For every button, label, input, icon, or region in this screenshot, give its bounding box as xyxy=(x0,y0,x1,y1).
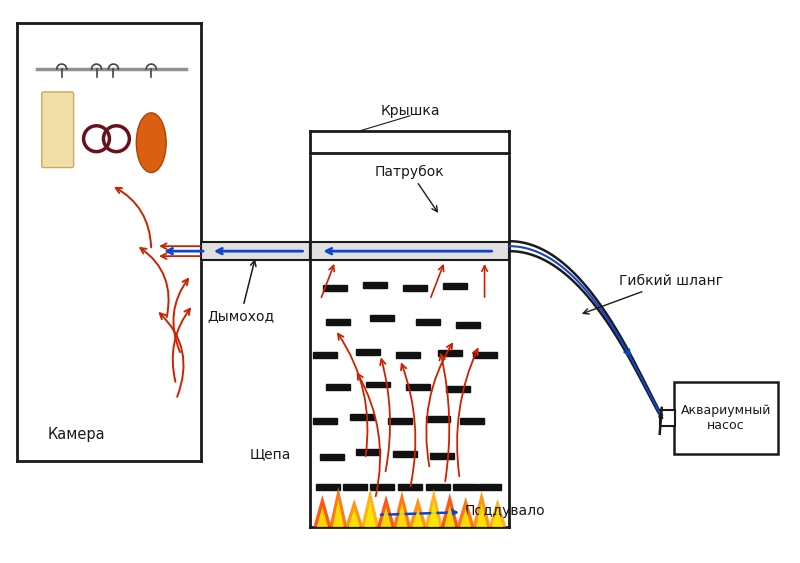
Bar xyxy=(398,484,422,490)
Bar xyxy=(446,386,470,392)
Polygon shape xyxy=(476,503,487,527)
Bar xyxy=(356,348,380,355)
Polygon shape xyxy=(333,499,344,527)
Bar xyxy=(438,350,462,356)
Bar xyxy=(370,484,394,490)
Bar xyxy=(350,414,374,421)
Polygon shape xyxy=(330,487,347,527)
Bar xyxy=(326,385,350,391)
Text: Щепа: Щепа xyxy=(250,447,291,461)
Bar xyxy=(456,322,480,328)
Bar xyxy=(320,454,344,460)
Bar xyxy=(674,382,778,454)
Polygon shape xyxy=(397,503,407,527)
Bar xyxy=(478,484,502,490)
Bar xyxy=(343,484,367,490)
Bar xyxy=(317,484,340,490)
Polygon shape xyxy=(428,501,439,527)
Polygon shape xyxy=(381,507,391,527)
Polygon shape xyxy=(346,499,363,527)
Bar xyxy=(201,242,310,260)
Polygon shape xyxy=(489,499,506,527)
Polygon shape xyxy=(441,493,458,527)
FancyBboxPatch shape xyxy=(42,92,74,168)
Text: Аквариумный
насос: Аквариумный насос xyxy=(681,404,771,432)
Polygon shape xyxy=(425,489,442,527)
Bar xyxy=(430,453,454,459)
Text: Гибкий шланг: Гибкий шланг xyxy=(583,274,723,314)
Polygon shape xyxy=(361,489,379,527)
Bar xyxy=(403,285,427,291)
Bar xyxy=(323,285,347,291)
Polygon shape xyxy=(457,497,474,527)
Text: Патрубок: Патрубок xyxy=(375,164,445,212)
Polygon shape xyxy=(409,497,427,527)
Bar xyxy=(426,416,450,422)
Bar xyxy=(388,418,412,425)
Bar xyxy=(366,382,390,387)
Bar xyxy=(460,418,483,425)
Bar xyxy=(442,283,466,289)
Bar xyxy=(473,352,497,358)
Bar xyxy=(314,418,338,425)
Polygon shape xyxy=(314,495,331,527)
Polygon shape xyxy=(317,507,328,527)
Text: Крышка: Крышка xyxy=(380,104,440,118)
Bar xyxy=(356,449,380,455)
Polygon shape xyxy=(349,509,360,527)
Bar xyxy=(310,242,510,260)
Bar xyxy=(426,484,450,490)
Bar xyxy=(314,352,338,358)
Bar xyxy=(363,282,387,288)
Bar xyxy=(393,451,417,457)
Polygon shape xyxy=(393,491,411,527)
Polygon shape xyxy=(365,501,376,527)
Text: Дымоход: Дымоход xyxy=(207,261,274,323)
Polygon shape xyxy=(473,491,490,527)
Polygon shape xyxy=(377,495,395,527)
Polygon shape xyxy=(444,505,455,527)
Bar xyxy=(406,385,430,391)
Bar xyxy=(326,319,350,325)
Bar xyxy=(416,319,440,325)
Ellipse shape xyxy=(136,113,166,172)
Text: Поддувало: Поддувало xyxy=(381,504,546,518)
Bar xyxy=(453,484,477,490)
Polygon shape xyxy=(413,509,423,527)
Polygon shape xyxy=(460,509,471,527)
Bar xyxy=(370,315,394,321)
Text: Камера: Камера xyxy=(48,427,106,442)
Bar xyxy=(660,410,674,426)
Polygon shape xyxy=(492,509,503,527)
Bar xyxy=(396,352,420,358)
